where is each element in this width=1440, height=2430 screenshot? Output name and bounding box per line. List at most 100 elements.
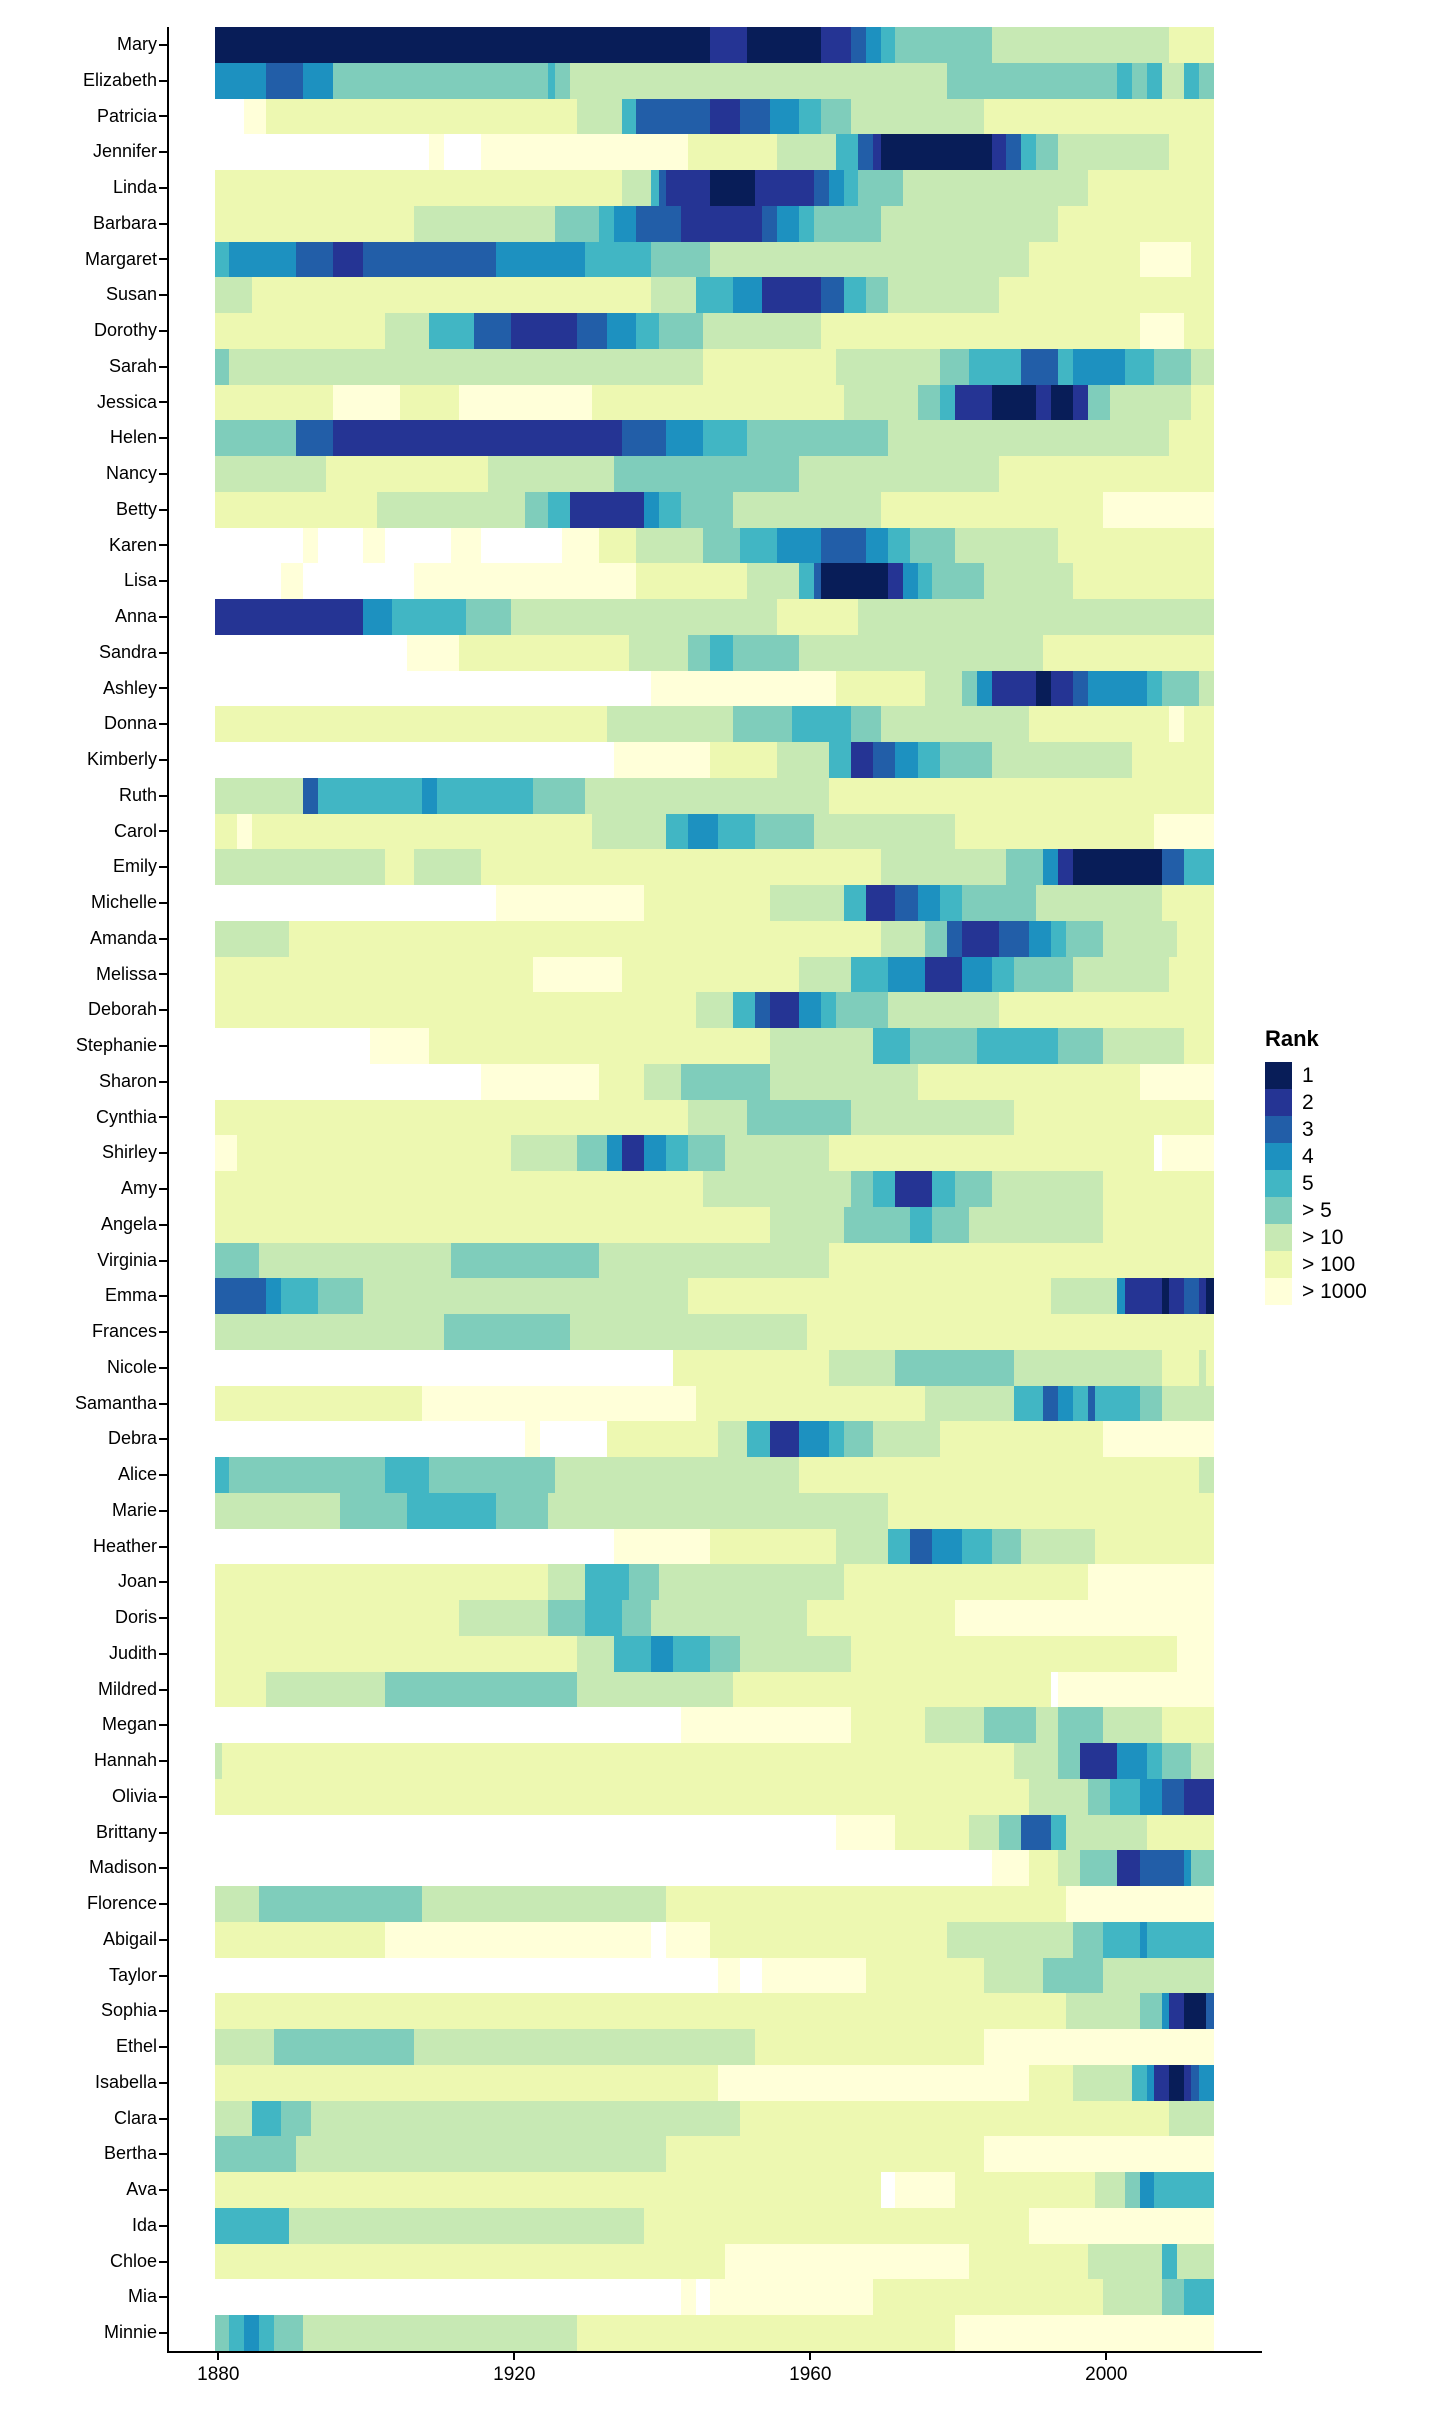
heatmap-cell-segment	[214, 849, 385, 886]
y-axis-tick	[159, 2117, 167, 2120]
heatmap-cell-segment	[754, 992, 770, 1029]
heatmap-cell-segment	[214, 170, 622, 206]
heatmap-row	[0, 456, 1440, 492]
heatmap-cell-segment	[266, 1278, 282, 1315]
heatmap-row	[0, 98, 1440, 135]
heatmap-cell-segment	[695, 992, 733, 1029]
heatmap-cell-segment	[799, 1421, 829, 1458]
y-axis-tick	[159, 1688, 167, 1691]
heatmap-cell-segment	[1169, 1993, 1184, 2030]
heatmap-cell-segment	[843, 1564, 1088, 1601]
y-axis-label: Heather	[92, 1535, 157, 1556]
legend-swatch-5	[1265, 1170, 1292, 1197]
y-axis-tick	[159, 1116, 167, 1119]
heatmap-cell-segment	[1139, 1993, 1162, 2030]
heatmap-cell-segment	[710, 2279, 874, 2316]
heatmap-cell-segment	[1117, 1278, 1125, 1315]
heatmap-cell-segment	[1169, 27, 1214, 63]
y-axis-tick	[159, 1259, 167, 1262]
heatmap-row	[0, 1457, 1440, 1493]
heatmap-cell-segment	[873, 1171, 896, 1207]
heatmap-cell-segment	[680, 1707, 851, 1744]
heatmap-cell-segment	[599, 1242, 829, 1279]
heatmap-cell-segment	[1198, 1349, 1207, 1386]
y-axis-tick	[159, 1402, 167, 1405]
heatmap-cell-segment	[910, 1028, 977, 1064]
heatmap-cell-segment	[414, 205, 555, 242]
x-axis-line	[167, 2351, 1262, 2353]
heatmap-row	[0, 1242, 1440, 1279]
heatmap-cell-segment	[1139, 1778, 1162, 1815]
y-axis-label: Nicole	[106, 1356, 157, 1377]
heatmap-cell-segment	[214, 1671, 267, 1708]
y-axis-tick	[159, 1652, 167, 1655]
heatmap-cell-segment	[688, 134, 777, 170]
heatmap-cell-segment	[895, 1171, 933, 1207]
heatmap-row	[0, 1564, 1440, 1601]
heatmap-cell-segment	[606, 1135, 622, 1172]
y-axis-label: Helen	[109, 427, 157, 448]
heatmap-cell-segment	[229, 241, 296, 278]
y-axis-label: Olivia	[111, 1785, 157, 1806]
heatmap-cell-segment	[333, 62, 548, 99]
y-axis-tick	[159, 2153, 167, 2156]
heatmap-cell-segment	[547, 491, 570, 528]
heatmap-cell-segment	[1184, 706, 1214, 743]
y-axis-label: Mary	[117, 34, 157, 54]
heatmap-cell-segment	[999, 277, 1214, 314]
heatmap-cell-segment	[806, 1600, 955, 1636]
heatmap-cell-segment	[643, 2207, 1029, 2244]
heatmap-cell-segment	[451, 527, 481, 564]
y-axis-label: Judith	[108, 1642, 157, 1663]
heatmap-cell-segment	[584, 777, 829, 814]
heatmap-cell-segment	[828, 1135, 1155, 1172]
heatmap-cell-segment	[1102, 2279, 1162, 2316]
heatmap-cell-segment	[1102, 1921, 1140, 1958]
heatmap-cell-segment	[740, 1635, 851, 1672]
heatmap-cell-segment	[1050, 1814, 1066, 1851]
heatmap-cell-segment	[399, 384, 459, 421]
heatmap-cell-segment	[1036, 1707, 1059, 1744]
heatmap-cell-segment	[799, 1457, 1199, 1493]
heatmap-cell-segment	[747, 27, 822, 63]
y-axis-tick	[159, 2224, 167, 2227]
y-axis-tick	[159, 294, 167, 297]
heatmap-cell-segment	[599, 1063, 644, 1100]
heatmap-row	[0, 634, 1440, 671]
heatmap-cell-segment	[969, 2243, 1088, 2280]
heatmap-cell-segment	[1147, 1814, 1214, 1851]
heatmap-cell-segment	[754, 2029, 985, 2065]
heatmap-cell-segment	[754, 813, 814, 850]
heatmap-cell-segment	[747, 1099, 851, 1136]
legend-swatch-1	[1265, 1062, 1292, 1089]
heatmap-cell-segment	[828, 1421, 844, 1458]
heatmap-cell-segment	[1065, 920, 1103, 957]
heatmap-cell-segment	[569, 62, 948, 99]
heatmap-cell-segment	[281, 563, 304, 600]
heatmap-cell-segment	[666, 170, 711, 206]
heatmap-row	[0, 813, 1440, 850]
heatmap-cell-segment	[1169, 706, 1184, 743]
heatmap-cell-segment	[1110, 384, 1192, 421]
heatmap-cell-segment	[1050, 920, 1066, 957]
y-axis-label: Florence	[86, 1893, 157, 1914]
legend-entry-label: 1	[1302, 1063, 1314, 1087]
heatmap-cell-segment	[717, 2064, 1029, 2101]
heatmap-cell-segment	[1087, 670, 1147, 707]
heatmap-cell-segment	[281, 2100, 311, 2137]
heatmap-cell-segment	[636, 98, 711, 135]
heatmap-cell-segment	[318, 1278, 363, 1315]
heatmap-cell-segment	[1176, 1635, 1214, 1672]
heatmap-cell-segment	[1154, 348, 1192, 385]
heatmap-cell-segment	[843, 1206, 911, 1243]
heatmap-cell-segment	[777, 527, 822, 564]
heatmap-cell-segment	[762, 277, 822, 314]
heatmap-cell-segment	[577, 98, 622, 135]
heatmap-cell-segment	[947, 920, 962, 957]
heatmap-cell-segment	[636, 205, 681, 242]
heatmap-cell-segment	[673, 1635, 711, 1672]
heatmap-cell-segment	[1139, 1063, 1214, 1100]
heatmap-cell-segment	[673, 1349, 829, 1386]
heatmap-cell-segment	[1147, 2064, 1155, 2101]
y-axis-label: Sandra	[98, 641, 157, 662]
